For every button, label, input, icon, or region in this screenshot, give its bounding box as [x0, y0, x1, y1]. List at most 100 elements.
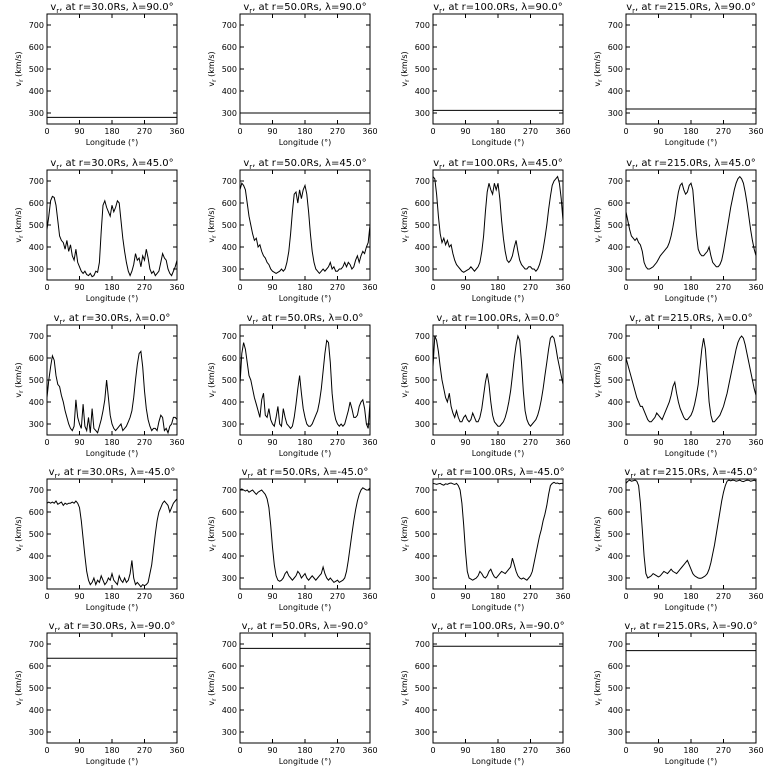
plot-frame	[432, 632, 564, 744]
panel-r215-latm45: vr, at r=215.0Rs, λ=-45.0°vr (km/s)Longi…	[593, 467, 764, 612]
y-tick-label: 500	[415, 65, 430, 74]
panel-r215-lat0: vr, at r=215.0Rs, λ=0.0°vr (km/s)Longitu…	[593, 313, 764, 458]
panel-title: vr, at r=30.0Rs, λ=0.0°	[54, 313, 171, 326]
y-axis-label: vr (km/s)	[400, 207, 411, 242]
x-tick-label: 270	[330, 592, 345, 601]
x-tick-label: 270	[523, 283, 538, 292]
x-tick-label: 90	[460, 746, 470, 755]
ylabel-text: (km/s)	[593, 207, 602, 235]
title-text: , at r=215.0Rs, λ=-90.0°	[633, 621, 757, 632]
y-tick-label: 300	[415, 420, 430, 429]
x-tick-label: 360	[169, 283, 184, 292]
y-tick-label: 600	[29, 43, 44, 52]
ylabel-symbol: v	[14, 238, 23, 243]
x-tick-label: 360	[555, 283, 570, 292]
x-tick-label: 90	[653, 592, 663, 601]
panel-r50-lat45: vr, at r=50.0Rs, λ=45.0°vr (km/s)Longitu…	[207, 158, 378, 303]
series-line	[432, 175, 564, 273]
panel-title: vr, at r=215.0Rs, λ=-45.0°	[624, 467, 757, 480]
ylabel-subscript: r	[211, 235, 218, 238]
panel-r50-lat0: vr, at r=50.0Rs, λ=0.0°vr (km/s)Longitud…	[207, 313, 378, 458]
ylabel-subscript: r	[597, 235, 604, 238]
y-tick-label: 500	[29, 530, 44, 539]
y-tick-label: 300	[222, 109, 237, 118]
panel-title: vr, at r=100.0Rs, λ=0.0°	[436, 313, 559, 326]
y-tick-label: 700	[415, 21, 430, 30]
y-axis-label: vr (km/s)	[14, 51, 25, 86]
title-text: , at r=215.0Rs, λ=45.0°	[635, 158, 756, 169]
panel-title: vr, at r=30.0Rs, λ=-90.0°	[49, 621, 176, 634]
ylabel-symbol: v	[207, 393, 216, 398]
title-symbol: v	[54, 313, 60, 324]
x-tick-label: 0	[623, 592, 628, 601]
x-tick-label: 180	[104, 746, 119, 755]
x-tick-label: 270	[716, 438, 731, 447]
x-axis-label: Longitude (°)	[665, 449, 718, 458]
y-axis-label: vr (km/s)	[400, 362, 411, 397]
ylabel-text: (km/s)	[207, 51, 216, 79]
title-subscript: r	[56, 163, 59, 171]
x-tick-label: 270	[137, 438, 152, 447]
y-tick-label: 300	[29, 574, 44, 583]
y-tick-label: 700	[222, 640, 237, 649]
title-subscript: r	[56, 7, 59, 15]
x-tick-label: 360	[748, 746, 763, 755]
x-tick-label: 0	[44, 438, 49, 447]
title-text: , at r=100.0Rs, λ=-45.0°	[440, 467, 564, 478]
y-tick-label: 700	[415, 486, 430, 495]
title-symbol: v	[436, 313, 442, 324]
y-tick-label: 400	[222, 87, 237, 96]
ylabel-text: (km/s)	[400, 51, 409, 79]
x-tick-label: 90	[653, 283, 663, 292]
y-tick-label: 500	[29, 684, 44, 693]
title-symbol: v	[49, 467, 55, 478]
x-tick-label: 90	[267, 127, 277, 136]
x-axis-label: Longitude (°)	[279, 449, 332, 458]
panel-title: vr, at r=215.0Rs, λ=45.0°	[626, 158, 756, 171]
ylabel-subscript: r	[597, 390, 604, 393]
series-line	[432, 481, 563, 581]
ylabel-symbol: v	[207, 547, 216, 552]
x-axis-label: Longitude (°)	[279, 138, 332, 147]
title-text: , at r=50.0Rs, λ=-90.0°	[250, 621, 368, 632]
x-tick-label: 270	[523, 127, 538, 136]
ylabel-symbol: v	[400, 238, 409, 243]
ylabel-symbol: v	[14, 82, 23, 87]
title-subscript: r	[437, 626, 440, 634]
y-tick-label: 700	[608, 177, 623, 186]
series-line	[46, 195, 178, 278]
ylabel-subscript: r	[404, 235, 411, 238]
y-tick-label: 600	[415, 508, 430, 517]
y-tick-label: 600	[415, 199, 430, 208]
ylabel-symbol: v	[593, 82, 602, 87]
y-tick-label: 500	[415, 684, 430, 693]
ylabel-subscript: r	[404, 79, 411, 82]
plot-frame	[432, 478, 564, 590]
panel-title: vr, at r=100.0Rs, λ=-45.0°	[431, 467, 564, 480]
y-tick-label: 300	[415, 265, 430, 274]
title-symbol: v	[624, 621, 630, 632]
series-line	[46, 498, 178, 588]
y-tick-label: 500	[29, 65, 44, 74]
title-symbol: v	[629, 313, 635, 324]
ylabel-subscript: r	[404, 544, 411, 547]
x-tick-label: 270	[330, 127, 345, 136]
x-tick-label: 0	[44, 127, 49, 136]
y-tick-label: 300	[608, 420, 623, 429]
y-tick-label: 300	[29, 420, 44, 429]
title-symbol: v	[626, 158, 632, 169]
x-tick-label: 360	[169, 127, 184, 136]
y-tick-label: 300	[608, 574, 623, 583]
ylabel-subscript: r	[597, 698, 604, 701]
ylabel-text: (km/s)	[593, 516, 602, 544]
x-tick-label: 270	[137, 746, 152, 755]
x-tick-label: 90	[460, 283, 470, 292]
x-tick-label: 270	[716, 746, 731, 755]
x-axis-label: Longitude (°)	[279, 294, 332, 303]
x-tick-label: 90	[460, 127, 470, 136]
panel-title: vr, at r=100.0Rs, λ=-90.0°	[431, 621, 564, 634]
x-axis-label: Longitude (°)	[472, 757, 525, 766]
title-symbol: v	[242, 621, 248, 632]
y-tick-label: 500	[29, 376, 44, 385]
